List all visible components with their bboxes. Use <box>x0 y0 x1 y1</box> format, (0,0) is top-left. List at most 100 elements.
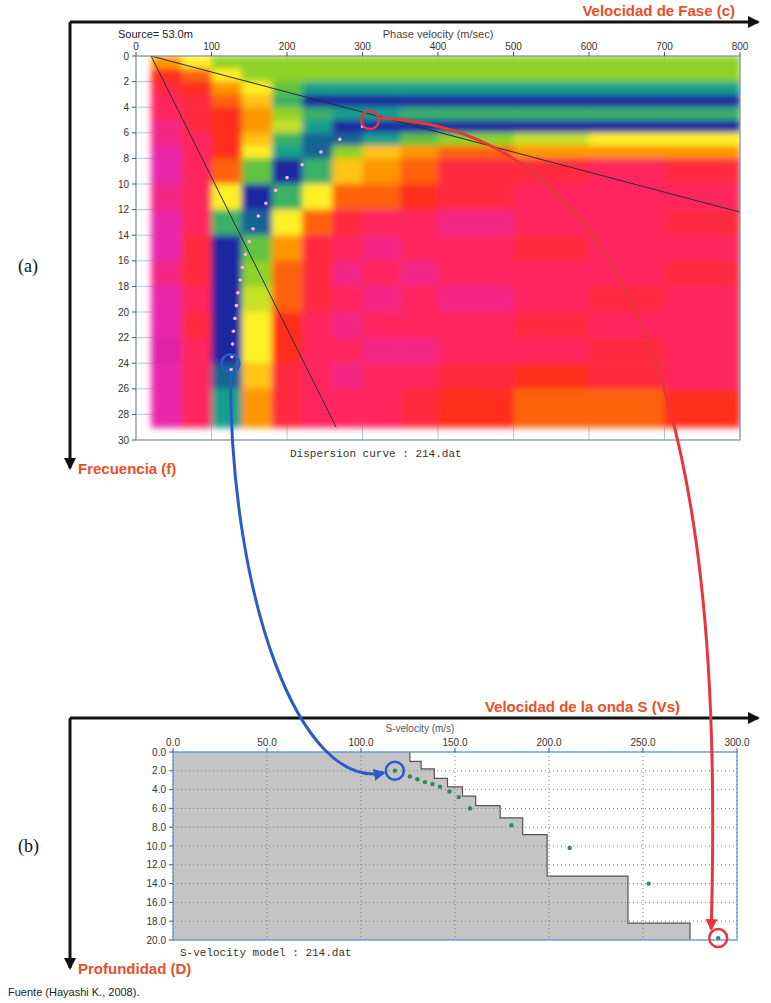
heat-cell <box>272 235 303 261</box>
axis-arrow <box>70 21 758 24</box>
plot-background <box>136 56 740 440</box>
heat-cell <box>242 120 273 133</box>
tick-mark <box>169 883 173 884</box>
heat-cell <box>151 363 182 389</box>
heat-cell <box>332 120 363 133</box>
tick-mark <box>664 52 665 56</box>
panel-label: (b) <box>18 836 39 857</box>
points-area <box>393 769 721 940</box>
heat-cell <box>400 94 438 107</box>
tick-label: 0 <box>123 51 129 62</box>
heat-cell <box>589 389 665 428</box>
heat-cell <box>400 107 438 120</box>
highlight-circle <box>709 929 727 947</box>
curve-point <box>438 785 442 789</box>
heat-cell <box>151 286 182 312</box>
annotation: Source= 53.0m <box>118 28 193 40</box>
heat-cell <box>665 184 741 210</box>
heat-cell <box>242 235 273 261</box>
heat-cell <box>438 82 514 95</box>
curve-point <box>264 201 268 205</box>
tick-mark <box>211 52 212 56</box>
tick-label: 16 <box>118 255 130 266</box>
heat-cell <box>181 338 212 364</box>
heat-cell <box>400 158 438 184</box>
tick-label: 14 <box>118 230 130 241</box>
heat-cell <box>181 133 212 146</box>
heat-cell <box>242 210 273 236</box>
velocity-layer <box>173 778 447 787</box>
axis-title: Velocidad de la onda S (Vs) <box>485 698 680 715</box>
heat-cell <box>181 56 212 69</box>
grid-line <box>173 770 737 771</box>
tick-mark <box>589 52 590 56</box>
heat-cell <box>242 312 273 338</box>
tick-mark <box>169 789 173 790</box>
curve-point <box>447 789 451 793</box>
heat-cell <box>363 312 401 338</box>
tick-mark <box>132 388 136 389</box>
tick-label: 100.0 <box>348 737 373 748</box>
tick-label: 0.0 <box>152 747 166 758</box>
curve-point <box>285 176 289 180</box>
heat-cell <box>302 389 333 428</box>
tick-label: 30 <box>118 435 130 446</box>
heat-cell <box>302 286 333 312</box>
heat-cell <box>400 210 438 236</box>
heat-cell <box>665 389 741 428</box>
heat-cell <box>514 286 590 312</box>
heat-cell <box>272 107 303 120</box>
tick-label: 400 <box>430 41 447 52</box>
heat-cell <box>212 146 243 159</box>
heat-cell <box>302 235 333 261</box>
heat-cell <box>589 133 665 146</box>
tick-label: 250.0 <box>630 737 655 748</box>
tick-mark <box>438 52 439 56</box>
heat-cell <box>212 107 243 120</box>
axis-subtitle: S-velocity (m/s) <box>386 723 455 734</box>
tick-label: 22 <box>118 332 130 343</box>
heat-cell <box>212 82 243 95</box>
tick-label: 6.0 <box>152 803 166 814</box>
heat-cell <box>438 94 514 107</box>
heat-cell <box>242 69 273 82</box>
heat-cell <box>400 286 438 312</box>
heat-cell <box>151 120 182 133</box>
heat-cell <box>151 82 182 95</box>
heat-cell <box>589 69 665 82</box>
heat-cell <box>242 389 273 428</box>
heat-cell <box>212 261 243 287</box>
heat-cell <box>332 261 363 287</box>
tick-mark <box>169 902 173 903</box>
heat-cell <box>332 389 363 428</box>
tick-label: 12 <box>118 204 130 215</box>
heat-cell <box>589 82 665 95</box>
grid-line <box>173 902 737 903</box>
heat-cell <box>665 210 741 236</box>
tick-mark <box>169 752 173 753</box>
plot-background <box>173 752 737 940</box>
curve-point <box>567 846 571 850</box>
tick-label: 20.0 <box>147 935 167 946</box>
heat-cell <box>400 235 438 261</box>
heat-cell <box>302 120 333 133</box>
heat-cell <box>272 120 303 133</box>
heat-cell <box>212 133 243 146</box>
tick-mark <box>132 107 136 108</box>
heat-cell <box>665 338 741 364</box>
panel-label: (a) <box>18 256 38 277</box>
heat-cell <box>589 56 665 69</box>
heat-cell <box>363 69 401 82</box>
tick-mark <box>169 921 173 922</box>
grid-line <box>173 864 737 865</box>
heat-cell <box>302 261 333 287</box>
curve-point <box>319 150 323 154</box>
heat-cell <box>302 69 333 82</box>
heat-cell <box>332 210 363 236</box>
heat-cell <box>665 69 741 82</box>
heat-cell <box>181 158 212 184</box>
axis-arrow <box>70 717 758 720</box>
curve-point <box>235 304 239 308</box>
heat-cell <box>438 286 514 312</box>
tick-mark <box>132 209 136 210</box>
